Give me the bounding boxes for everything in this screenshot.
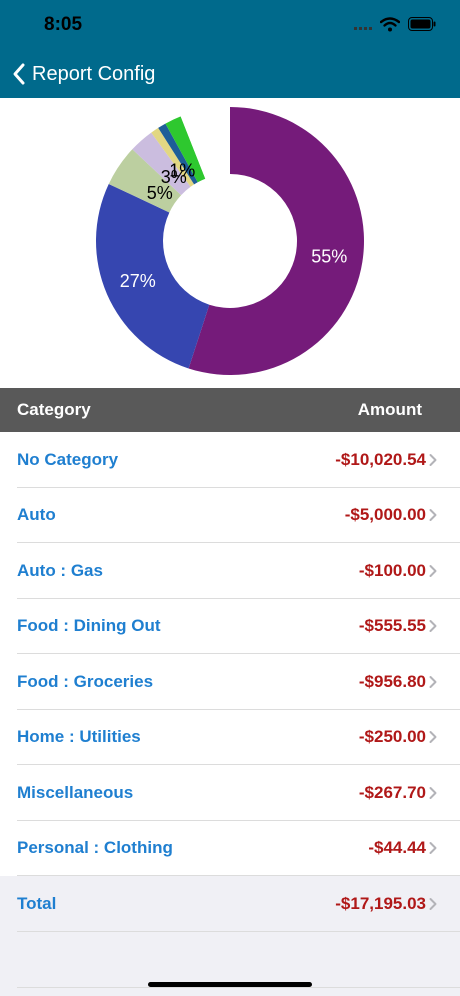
chevron-right-icon [429,620,437,633]
donut-slice-7 [180,107,230,179]
category-list: No Category -$10,020.54 Auto -$5,000.00 … [0,432,460,932]
row-category: Auto : Gas [17,560,103,580]
donut-chart-area: 55% 27% 5% 3% 1% [0,98,460,388]
table-row[interactable]: Miscellaneous -$267.70 [0,765,460,821]
row-amount: -$10,020.54 [335,449,426,469]
row-amount: -$44.44 [368,838,426,858]
total-label: Total [17,893,57,913]
row-amount: -$5,000.00 [344,505,426,525]
row-category: Personal : Clothing [17,838,173,858]
wifi-icon [380,16,400,31]
table-row[interactable]: Food : Groceries -$956.80 [0,654,460,710]
amount-header: Amount [357,400,422,419]
donut-slice-5 [158,123,198,185]
back-button-label: Report Config [32,62,156,85]
row-separator [17,764,460,765]
row-category: Food : Dining Out [17,616,161,636]
total-row[interactable]: Total -$17,195.03 [0,876,460,932]
row-separator [17,542,460,543]
table-row[interactable]: Home : Utilities -$250.00 [0,709,460,765]
row-separator [17,987,460,988]
total-amount: -$17,195.03 [335,893,426,913]
donut-slice-label-3: 3% [161,167,187,187]
chevron-right-icon [429,564,437,577]
donut-slice-0 [188,107,365,376]
row-separator [17,875,460,876]
row-category: Auto [17,505,56,525]
category-header: Category [17,400,91,419]
status-icons [354,14,436,34]
donut-slice-label-0: 55% [311,247,347,267]
donut-slice-1 [96,183,210,369]
table-row[interactable]: Auto : Gas -$100.00 [0,543,460,599]
row-separator [17,486,460,488]
signal-icon [354,27,372,30]
row-category: Miscellaneous [17,782,134,802]
home-indicator [148,982,312,987]
donut-slice-4 [151,127,195,187]
row-separator [17,930,460,932]
row-amount: -$555.55 [358,616,426,636]
table-row[interactable]: No Category -$10,020.54 [0,432,460,488]
row-amount: -$250.00 [358,727,426,747]
row-separator [17,653,460,654]
navigation-bar: 8:05 Report Config [0,0,460,98]
chevron-right-icon [429,897,437,910]
donut-slice-6 [165,116,206,183]
row-amount: -$956.80 [358,671,426,691]
chevron-right-icon [429,731,437,744]
table-row[interactable]: Auto -$5,000.00 [0,487,460,543]
chevron-right-icon [429,786,437,799]
donut-slice-label-2: 5% [147,183,173,203]
donut-chart: 55% 27% 5%3%1% [96,107,365,376]
status-time: 8:05 [44,14,83,35]
row-separator [17,819,460,821]
chevron-right-icon [429,675,437,688]
row-separator [17,597,460,599]
battery-icon [408,17,436,31]
donut-slice-3 [132,132,191,196]
row-amount: -$267.70 [358,782,426,802]
row-amount: -$100.00 [358,560,426,580]
table-row[interactable]: Food : Dining Out -$555.55 [0,598,460,654]
chevron-right-icon [429,509,437,522]
row-category: Home : Utilities [17,727,141,747]
chevron-right-icon [429,842,437,855]
back-button[interactable]: Report Config [12,60,155,88]
chevron-left-icon [13,63,25,85]
row-separator [17,708,460,710]
chevron-right-icon [429,453,437,466]
donut-slice-label-1: 27% [120,271,156,291]
donut-slice-label-4: 1% [169,161,195,181]
donut-slice-2 [108,149,182,213]
row-category: No Category [17,449,119,469]
row-category: Food : Groceries [17,671,154,691]
table-row[interactable]: Personal : Clothing -$44.44 [0,820,460,876]
table-header: Category Amount [0,388,460,432]
